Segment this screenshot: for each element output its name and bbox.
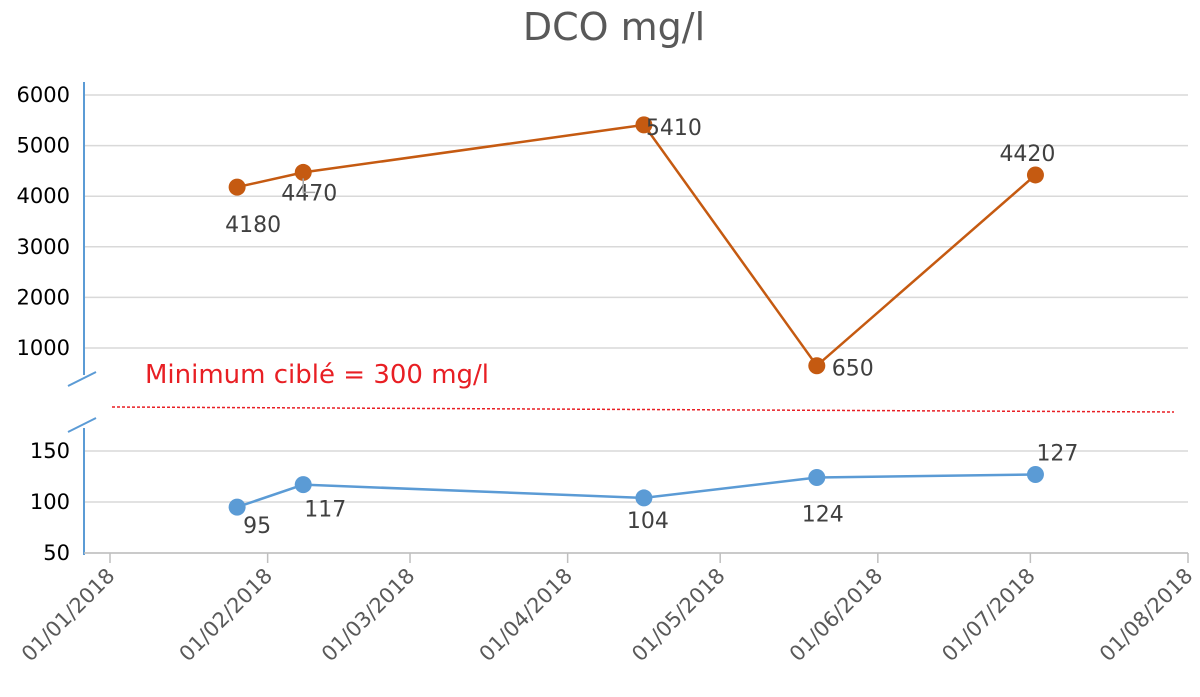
data-point-lower: [635, 489, 653, 507]
data-label-upper: 5410: [646, 116, 702, 141]
y-tick-label-upper: 4000: [17, 184, 70, 208]
data-label-lower: 104: [627, 509, 669, 534]
x-tick-label: 01/02/2018: [175, 564, 278, 667]
series-line-upper: [236, 123, 1037, 368]
data-point-lower: [808, 469, 826, 487]
x-tick-label: 01/03/2018: [317, 564, 420, 667]
data-point-upper: [1026, 166, 1044, 184]
axis-break-mark-bottom: [67, 417, 97, 433]
data-label-lower: 95: [243, 514, 271, 539]
y-tick-label-lower: 150: [30, 439, 70, 463]
y-tick-label-upper: 5000: [17, 134, 70, 158]
threshold-line: [111, 406, 1175, 413]
x-tick-label: 01/04/2018: [475, 564, 578, 667]
data-label-leader: [302, 178, 316, 194]
data-point-upper: [228, 178, 246, 196]
y-tick-label-upper: 6000: [17, 83, 70, 107]
y-tick-label-upper: 3000: [17, 235, 70, 259]
data-point-lower: [1026, 465, 1044, 483]
data-label-lower: 127: [1036, 441, 1078, 466]
x-tick-label: 01/05/2018: [627, 564, 730, 667]
y-tick-label-lower: 100: [30, 490, 70, 514]
threshold-label: Minimum ciblé = 300 mg/l: [145, 360, 489, 390]
axis-break-mark-top: [67, 371, 97, 387]
y-tick-label-upper: 2000: [17, 285, 70, 309]
data-point-upper: [808, 357, 826, 375]
data-label-upper: 4470: [281, 181, 337, 206]
series-group: [228, 116, 1044, 516]
data-point-lower: [228, 498, 246, 516]
data-label-upper: 4180: [225, 213, 281, 238]
data-point-upper: [294, 163, 312, 181]
y-tick-label-lower: 50: [43, 541, 70, 565]
data-point-lower: [294, 476, 312, 494]
threshold-group: Minimum ciblé = 300 mg/l: [111, 360, 1175, 413]
data-label-upper: 650: [832, 357, 874, 382]
data-label-lower: 124: [802, 503, 844, 528]
x-tick-label: 01/08/2018: [1095, 564, 1198, 667]
y-tick-label-upper: 1000: [17, 336, 70, 360]
data-point-upper: [635, 116, 653, 134]
data-label-upper: 4420: [999, 142, 1055, 167]
x-tick-label: 01/01/2018: [17, 564, 120, 667]
x-tick-label: 01/06/2018: [785, 564, 888, 667]
chart-title: DCO mg/l: [523, 5, 705, 49]
data-label-lower: 117: [304, 498, 346, 523]
x-tick-label: 01/07/2018: [937, 564, 1040, 667]
